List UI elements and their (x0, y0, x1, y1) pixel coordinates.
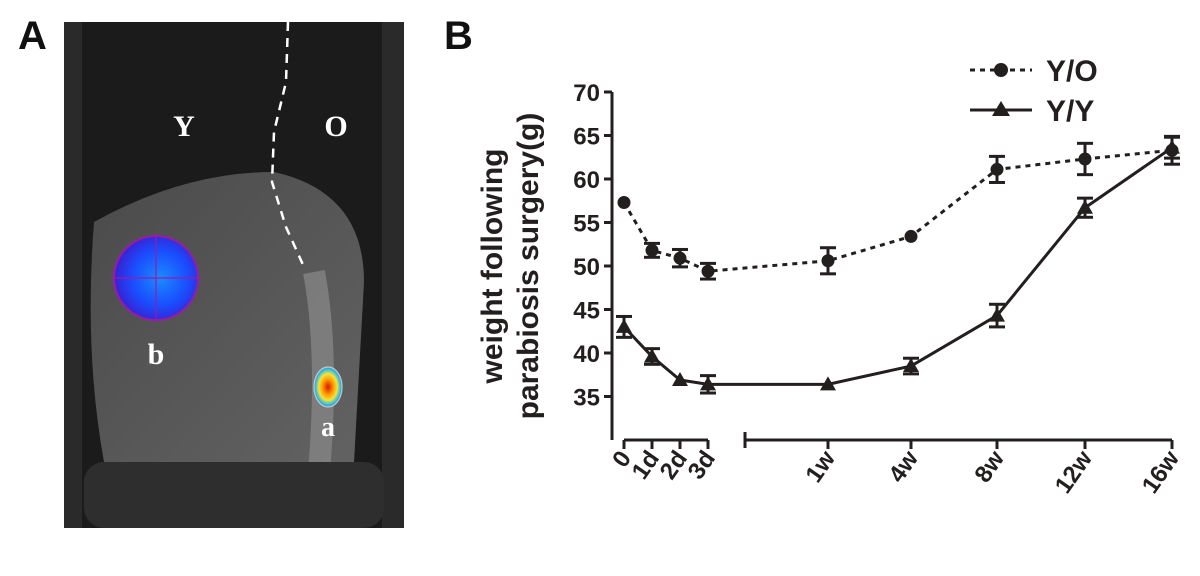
chart-series (616, 134, 1180, 395)
label-signal-b: b (148, 338, 165, 371)
parabiosis-boundary (270, 22, 306, 268)
legend-label-1: Y/Y (1046, 95, 1094, 128)
x-tick-label-1w: 1w (800, 446, 841, 488)
point-1-1 (644, 348, 660, 363)
x-tick-label-16w: 16w (1137, 446, 1185, 499)
point-0-1 (645, 243, 659, 257)
point-0-4 (821, 254, 835, 268)
point-1-6 (989, 307, 1005, 322)
point-1-3 (700, 376, 716, 391)
y-axis-label-line2: parabiosis surgery(g) (512, 113, 545, 420)
panel-label-a: A (18, 14, 47, 58)
y-tick-label-65: 65 (573, 124, 600, 151)
series-y-o (617, 134, 1180, 281)
label-old: O (324, 110, 347, 143)
legend-marker-1 (992, 101, 1010, 116)
y-tick-label-40: 40 (573, 341, 600, 368)
photo-tray-wall-right (382, 22, 404, 528)
point-0-2 (673, 251, 687, 265)
y-tick-label-35: 35 (573, 385, 600, 412)
legend-label-0: Y/O (1046, 55, 1098, 88)
point-0-5 (904, 229, 918, 243)
bioluminescence-image: Y O b a (64, 22, 404, 528)
y-tick-label-55: 55 (573, 211, 600, 238)
tray-floor (84, 462, 384, 528)
y-tick-label-45: 45 (573, 298, 600, 325)
mouse-tail (303, 269, 334, 473)
x-tick-label-8w: 8w (969, 446, 1010, 488)
point-1-8 (1164, 139, 1180, 154)
photo-tray-wall (64, 22, 82, 528)
point-1-4 (820, 376, 836, 391)
point-0-3 (701, 264, 715, 278)
x-tick-label-3d: 3d (683, 446, 721, 484)
signal-a-spot (313, 366, 343, 408)
x-tick-label-4w: 4w (883, 446, 924, 488)
y-tick-label-60: 60 (573, 167, 600, 194)
point-0-7 (1078, 152, 1092, 166)
point-0-6 (990, 162, 1004, 176)
panel-label-b: B (444, 14, 473, 58)
point-1-2 (672, 371, 688, 386)
y-axis-label-line1: weight following (476, 149, 509, 385)
series-line-0 (622, 148, 1173, 273)
label-signal-a: a (321, 412, 335, 443)
y-tick-label-70: 70 (573, 80, 600, 107)
point-0-0 (617, 195, 631, 209)
point-1-0 (616, 318, 632, 333)
y-tick-label-50: 50 (573, 254, 600, 281)
series-y-y (616, 135, 1180, 395)
x-tick-label-12w: 12w (1050, 446, 1098, 499)
chart-legend: Y/O Y/Y (970, 55, 1098, 128)
point-1-7 (1077, 199, 1093, 214)
label-young: Y (173, 110, 195, 143)
legend-marker-0 (994, 63, 1008, 77)
point-1-5 (903, 358, 919, 373)
